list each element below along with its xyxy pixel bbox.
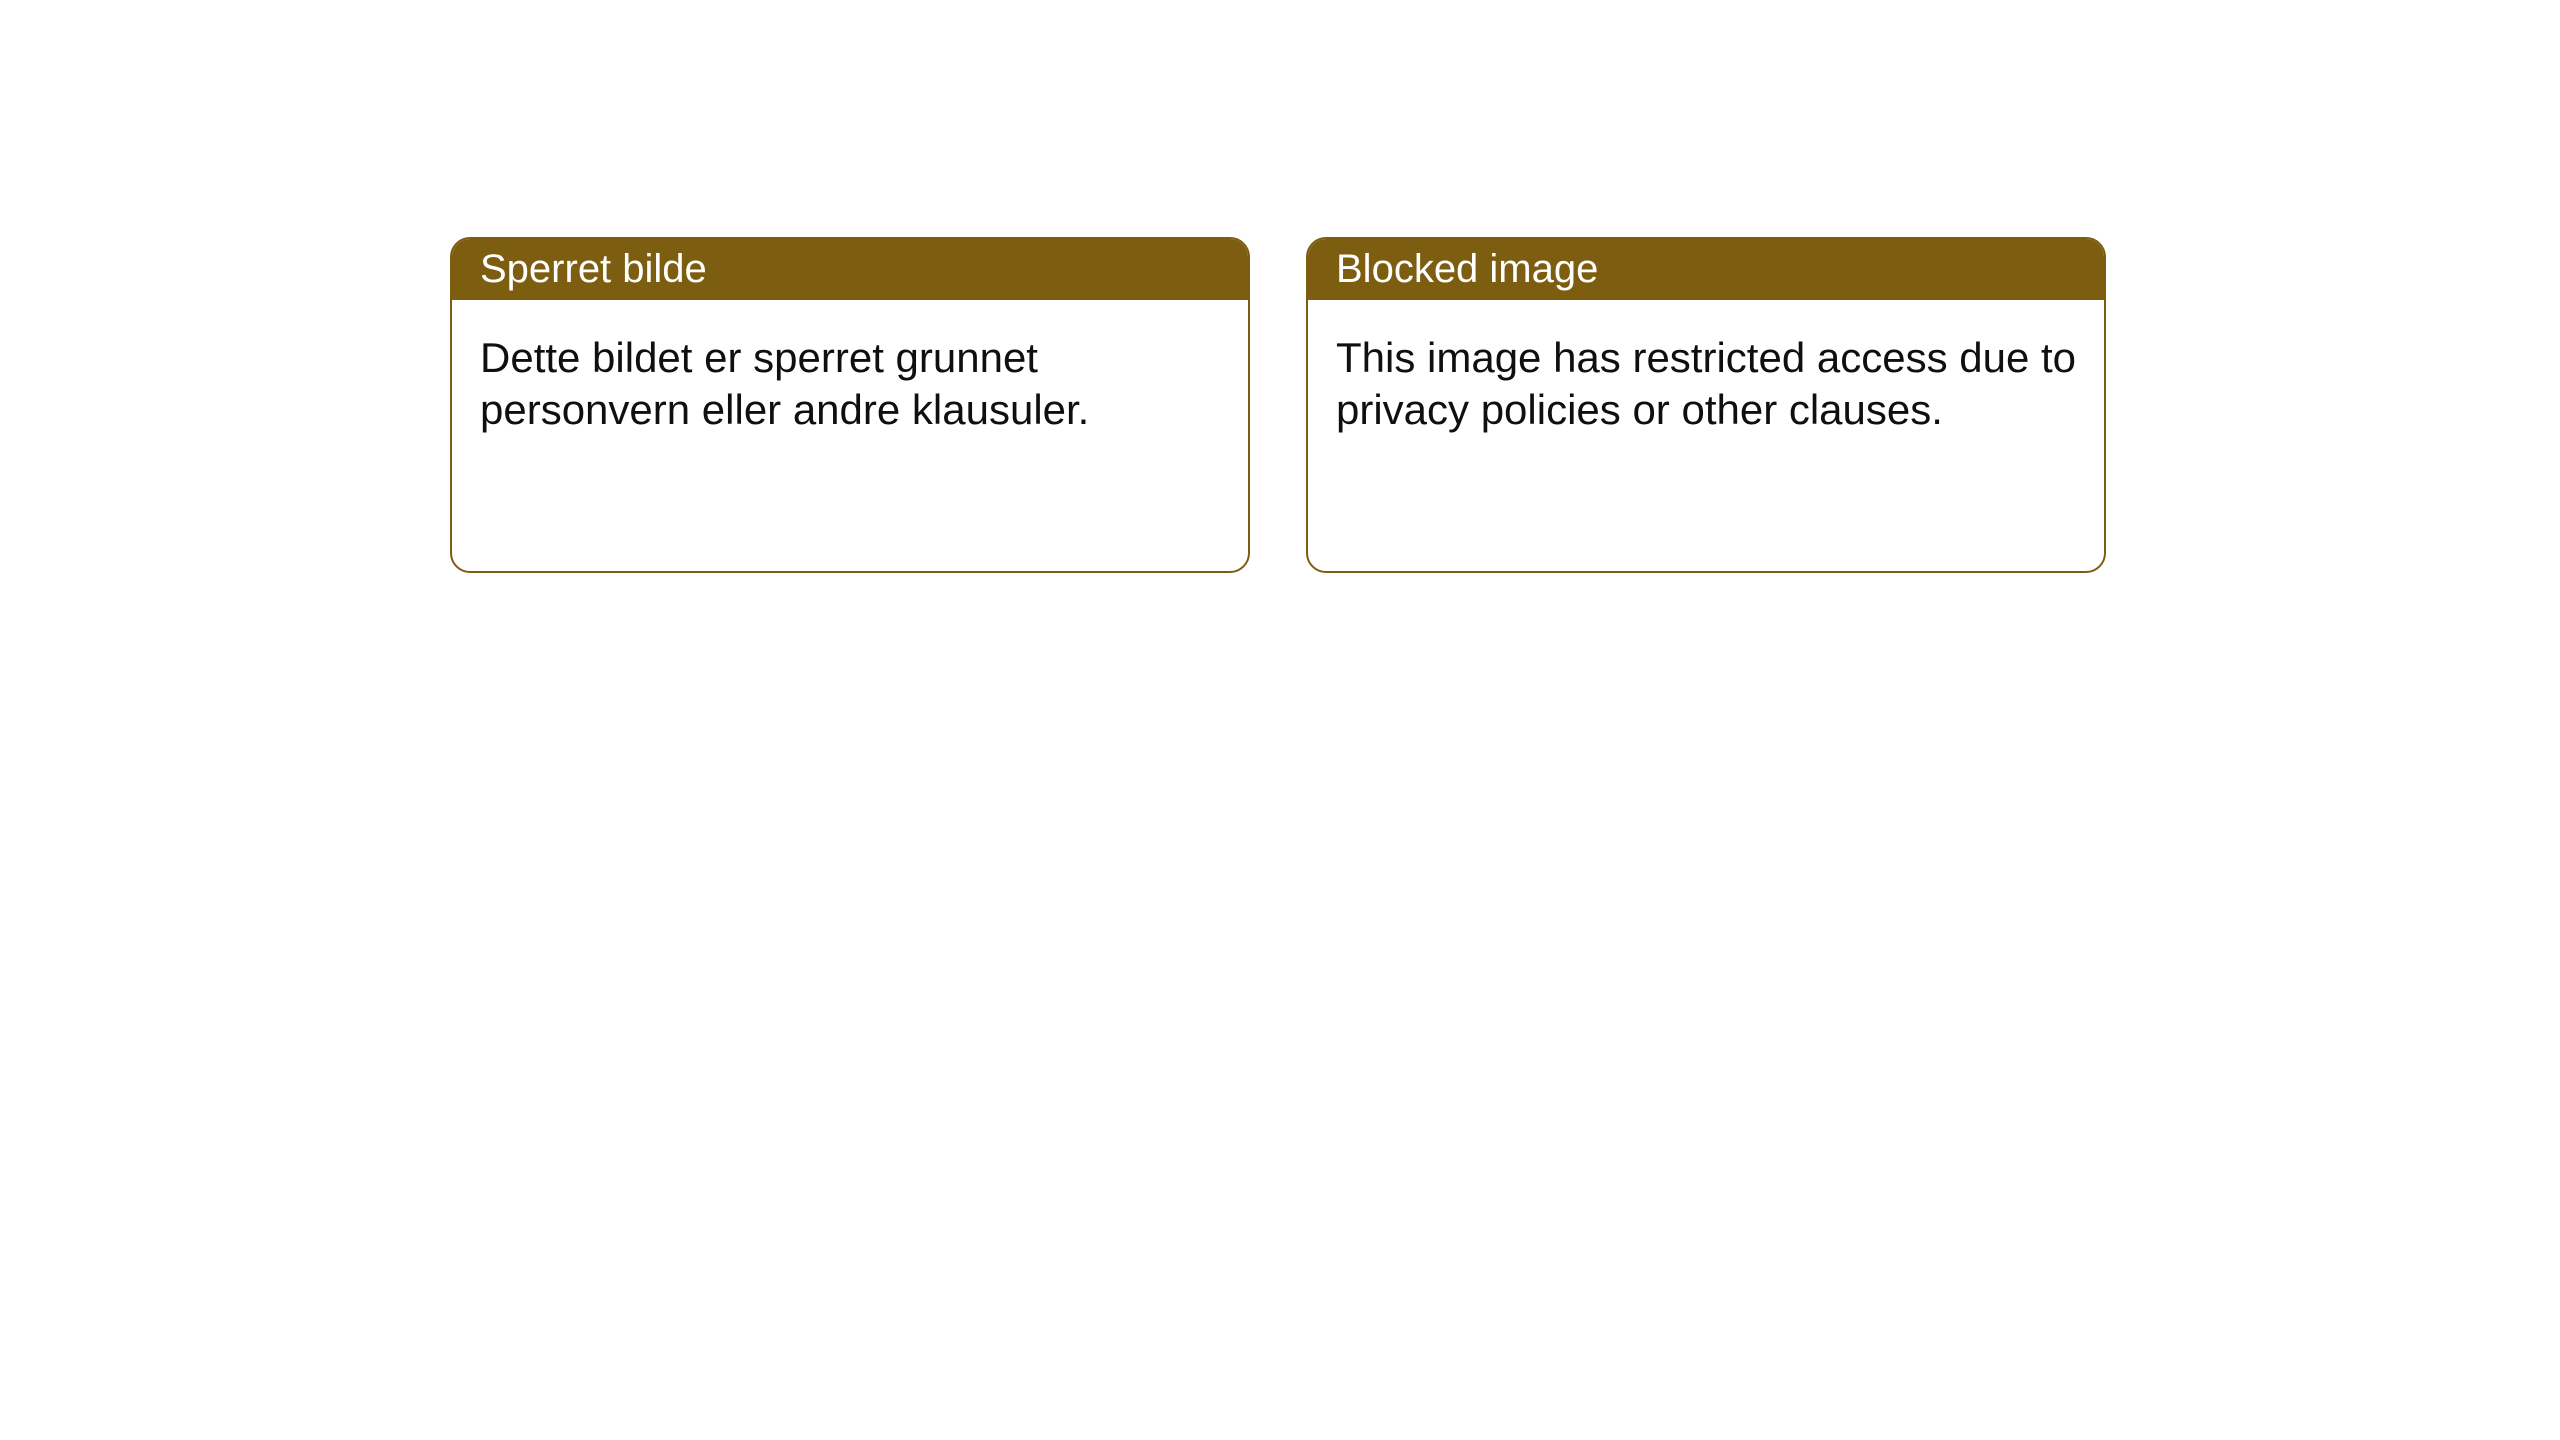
card-body-text: This image has restricted access due to … [1336,334,2076,433]
card-body: Dette bildet er sperret grunnet personve… [452,300,1248,468]
card-title: Blocked image [1336,247,1598,291]
notice-card-english: Blocked image This image has restricted … [1306,237,2106,573]
notice-cards-container: Sperret bilde Dette bildet er sperret gr… [450,237,2106,573]
card-header: Sperret bilde [452,239,1248,300]
notice-card-norwegian: Sperret bilde Dette bildet er sperret gr… [450,237,1250,573]
card-body-text: Dette bildet er sperret grunnet personve… [480,334,1089,433]
card-title: Sperret bilde [480,247,707,291]
card-header: Blocked image [1308,239,2104,300]
card-body: This image has restricted access due to … [1308,300,2104,468]
